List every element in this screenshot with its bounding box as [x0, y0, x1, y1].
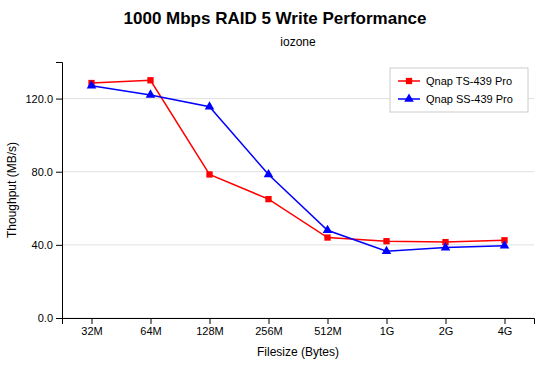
marker	[382, 246, 392, 254]
marker	[206, 171, 212, 177]
grid-line	[62, 171, 534, 172]
marker	[383, 238, 389, 244]
marker	[265, 196, 271, 202]
plot-area: 0.0 40.0 80.0 120.0 32M 64M 128M 256M 512M 1G 2G 4G…	[25, 63, 534, 337]
tick: 1G	[380, 318, 395, 337]
marker	[264, 169, 274, 177]
tick: 4G	[498, 318, 513, 337]
marker	[323, 225, 333, 233]
tick-mark	[92, 318, 93, 324]
tick-label: 64M	[140, 325, 161, 337]
tick: 128M	[196, 318, 224, 337]
tick-label: 128M	[196, 325, 224, 337]
tick-label: 4G	[498, 325, 513, 337]
marker	[146, 89, 156, 97]
legend-box	[390, 68, 528, 112]
tick-mark	[269, 318, 270, 324]
tick-mark	[56, 99, 62, 100]
legend-item: Qnap SS-439 Pro	[398, 93, 513, 105]
marker	[147, 77, 153, 83]
legend-swatch	[404, 93, 414, 101]
tick-mark	[56, 245, 62, 246]
tick-mark	[56, 318, 62, 319]
marker	[87, 80, 97, 88]
tick: 32M	[81, 318, 102, 337]
chart: 1000 Mbps RAID 5 Write Performance iozone…	[0, 0, 550, 368]
tick-label: 2G	[439, 325, 454, 337]
tick-mark	[56, 172, 62, 173]
tick: 120.0	[25, 93, 62, 105]
marker	[205, 101, 215, 109]
y-axis-title: Thoughput (MB/s)	[5, 142, 19, 238]
tick-mark	[151, 318, 152, 324]
x-axis: 32M 64M 128M 256M 512M 1G 2G 4G	[63, 318, 535, 337]
grid-line	[62, 244, 534, 245]
tick: 256M	[255, 318, 283, 337]
tick-label: 80.0	[32, 166, 53, 178]
marker	[324, 234, 330, 240]
title: 1000 Mbps RAID 5 Write Performance	[124, 9, 427, 28]
tick: 40.0	[32, 239, 62, 251]
tick-label: 0.0	[38, 312, 53, 324]
tick-mark	[387, 318, 388, 324]
marker	[500, 240, 510, 248]
tick-label: 512M	[314, 325, 342, 337]
tick: 0.0	[38, 312, 62, 324]
x-axis-title: Filesize (Bytes)	[257, 345, 339, 359]
tick-mark	[328, 318, 329, 324]
tick: 2G	[439, 318, 454, 337]
tick-label: 40.0	[32, 239, 53, 251]
y-axis: 0.0 40.0 80.0 120.0	[25, 63, 62, 325]
tick: 512M	[314, 318, 342, 337]
subtitle: iozone	[280, 35, 316, 49]
tick: 64M	[140, 318, 161, 337]
tick: 80.0	[32, 166, 62, 178]
legend-item: Qnap TS-439 Pro	[398, 75, 512, 87]
legend: Qnap TS-439 Pro Qnap SS-439 Pro	[390, 68, 528, 112]
tick-mark	[446, 318, 447, 324]
marker	[441, 242, 451, 250]
axis-line	[63, 319, 535, 325]
tick-mark	[210, 318, 211, 324]
axis-line	[56, 63, 63, 319]
legend-label: Qnap SS-439 Pro	[426, 93, 513, 105]
grid	[62, 99, 534, 318]
tick-label: 120.0	[25, 93, 53, 105]
legend-label: Qnap TS-439 Pro	[426, 75, 512, 87]
tick-mark	[505, 318, 506, 324]
legend-swatch	[406, 78, 412, 84]
tick-label: 32M	[81, 325, 102, 337]
tick-label: 256M	[255, 325, 283, 337]
tick-label: 1G	[380, 325, 395, 337]
